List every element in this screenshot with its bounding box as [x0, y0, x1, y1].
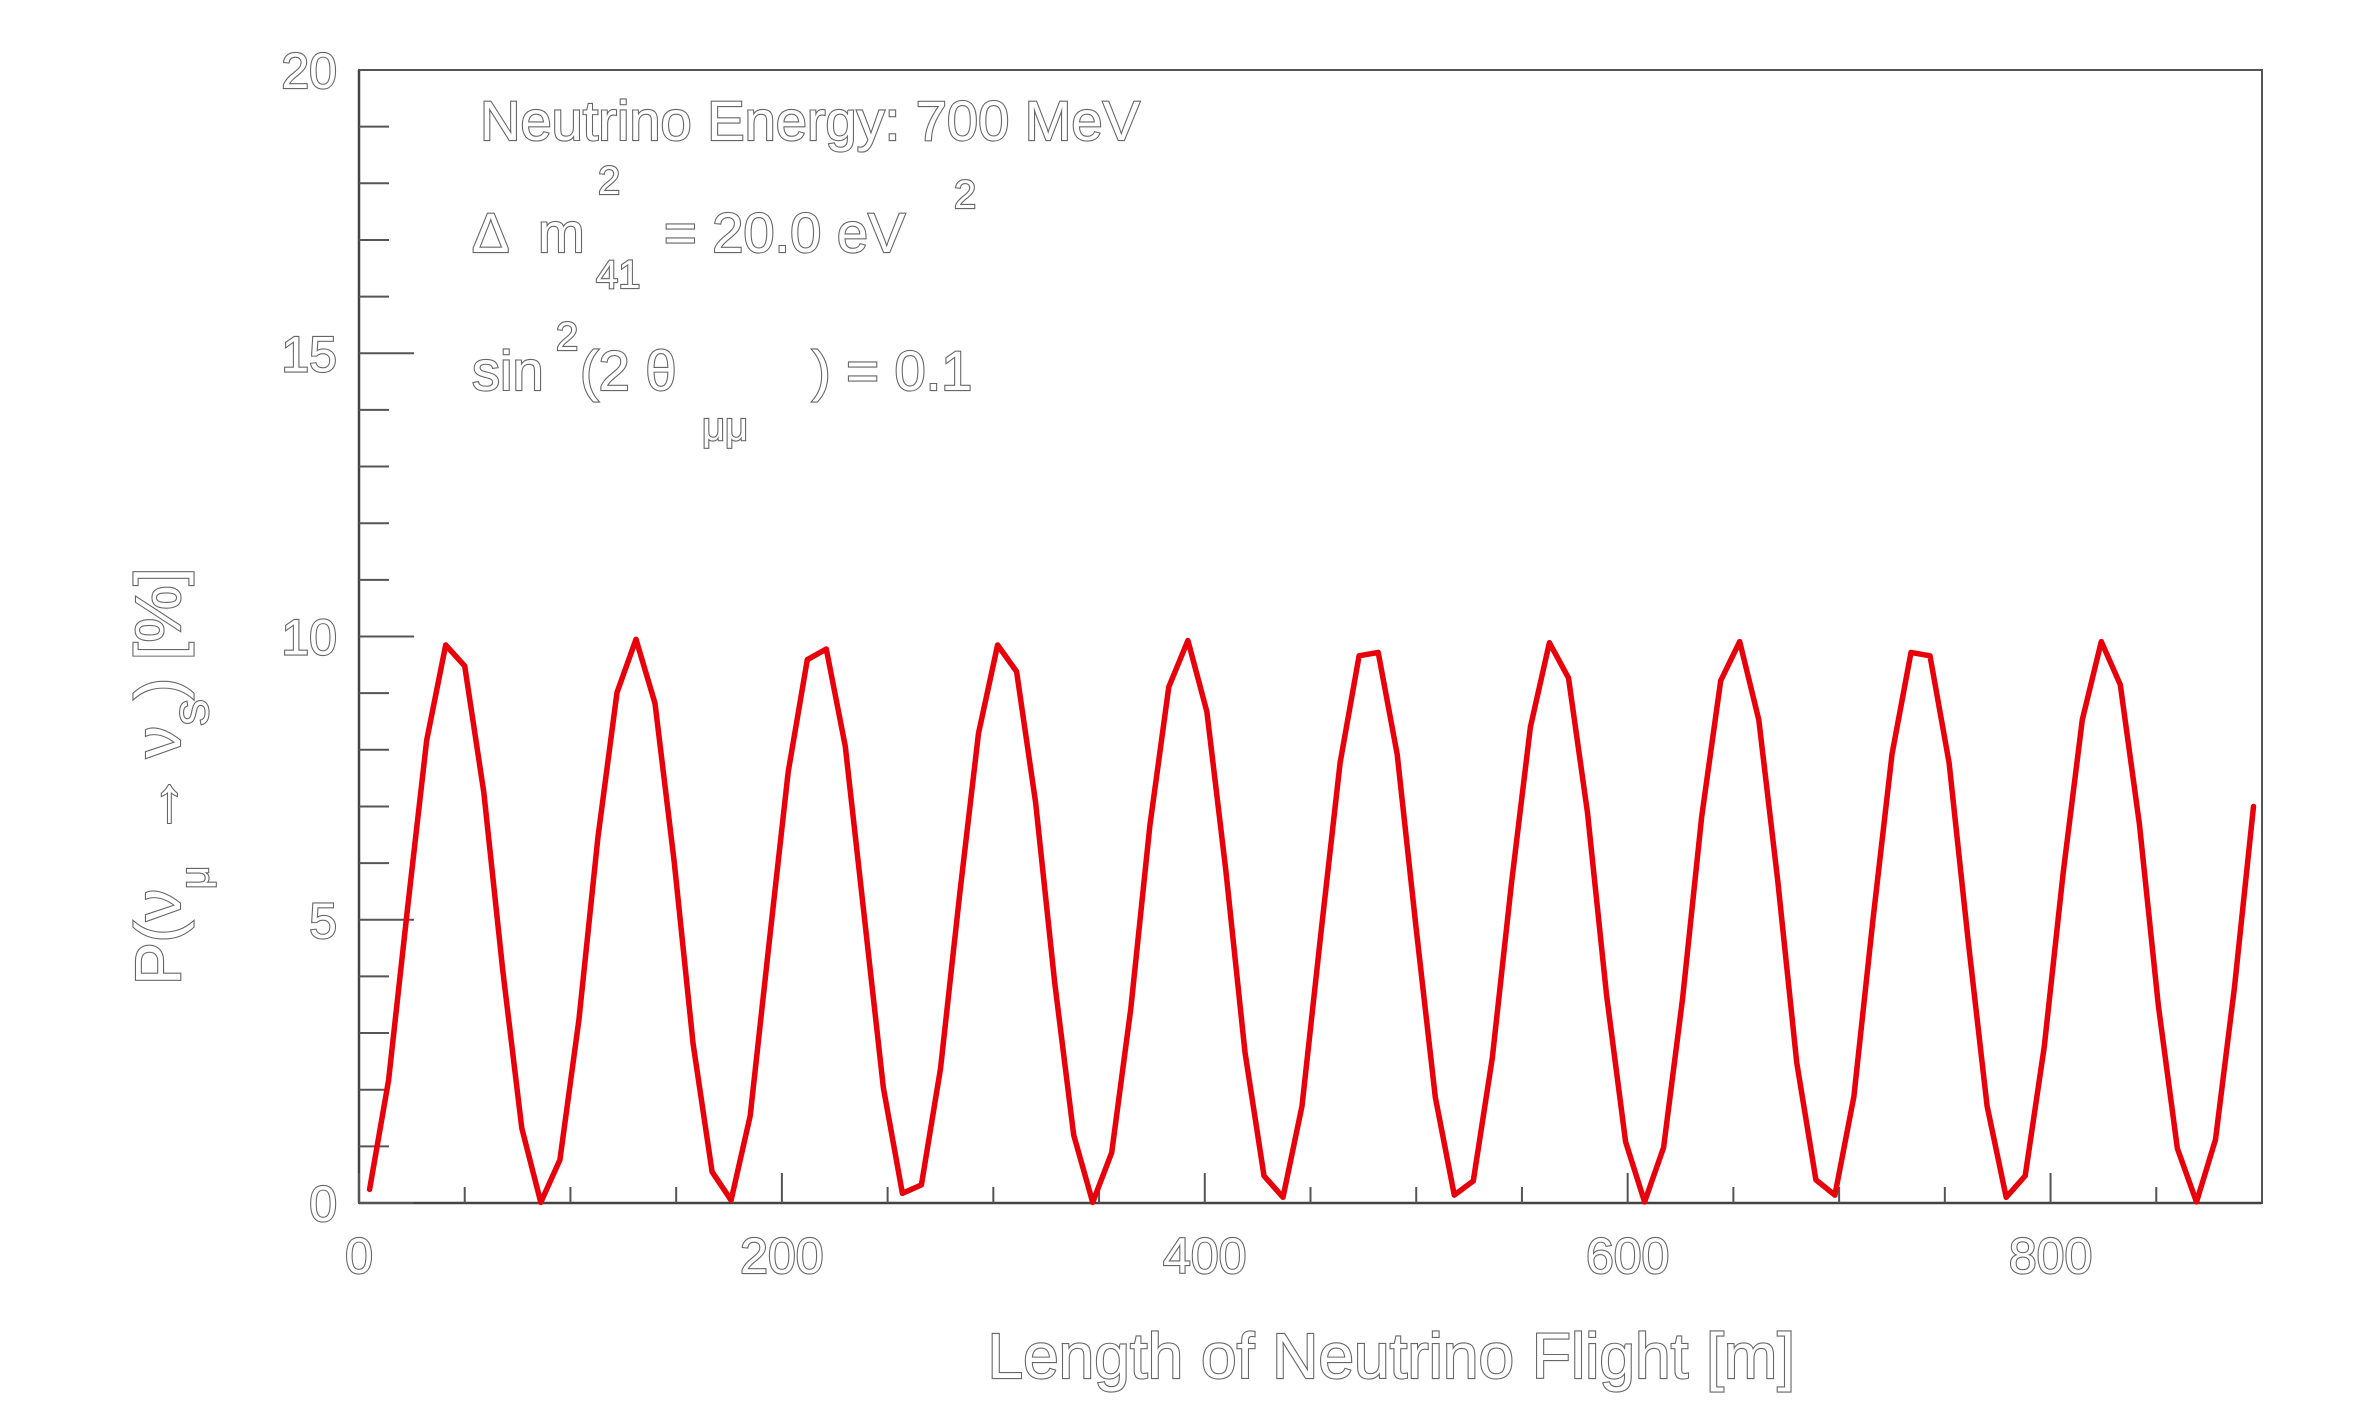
y-tick-label: 20	[281, 43, 337, 99]
x-tick-label: 0	[345, 1228, 373, 1284]
annotation-dm2-sup: 2	[598, 159, 620, 203]
x-tick-label: 800	[2009, 1228, 2092, 1284]
annotation-dm2-delta: Δ	[472, 201, 509, 264]
annotation-mix-sin: sin	[472, 339, 544, 402]
y-title-prefix: P(	[122, 921, 194, 985]
annotation-block: Neutrino Energy: 700 MeV Δ m 2 41 = 20.0…	[471, 88, 1142, 450]
annotation-mix-close: ) = 0.1	[812, 339, 972, 402]
y-axis-title-text: P(νμ→νS) [%]	[122, 568, 217, 985]
annotation-dm2-sub: 41	[596, 253, 641, 297]
annotation-mix-open: (2 θ	[580, 339, 677, 402]
y-title-nu1: ν	[122, 889, 194, 921]
y-title-sub2: S	[173, 699, 217, 726]
y-tick-label: 0	[309, 1176, 337, 1232]
x-tick-label: 200	[740, 1228, 823, 1284]
annotation-mass-splitting: Δ m 2 41 = 20.0 eV 2	[471, 158, 977, 298]
annotation-dm2-value: = 20.0 eV	[664, 201, 906, 264]
series-line	[366, 636, 2257, 1206]
y-axis-title: P(νμ→νS) [%]	[121, 567, 218, 986]
annotation-mix-sub: μμ	[702, 405, 748, 449]
annotation-energy: Neutrino Energy: 700 MeV	[480, 89, 1141, 152]
annotation-dm2-unit-sup: 2	[954, 173, 976, 217]
x-axis-title: Length of Neutrino Flight [m]	[987, 1320, 1795, 1392]
annotation-dm2-m: m	[538, 201, 585, 264]
y-title-suffix: ) [%]	[122, 568, 194, 700]
x-tick-label: 600	[1586, 1228, 1669, 1284]
x-tick-label: 400	[1163, 1228, 1246, 1284]
y-title-arrow: →	[122, 772, 194, 836]
data-layer	[366, 636, 2257, 1206]
annotation-mix-sup: 2	[556, 315, 578, 359]
y-tick-label: 5	[309, 893, 337, 949]
y-title-sub1: μ	[173, 866, 217, 889]
y-tick-label: 15	[281, 326, 337, 382]
annotation-mixing-angle: sin 2 (2 θ μμ ) = 0.1	[471, 314, 974, 450]
y-tick-label: 10	[281, 610, 337, 666]
y-title-nu2: ν	[122, 726, 194, 758]
